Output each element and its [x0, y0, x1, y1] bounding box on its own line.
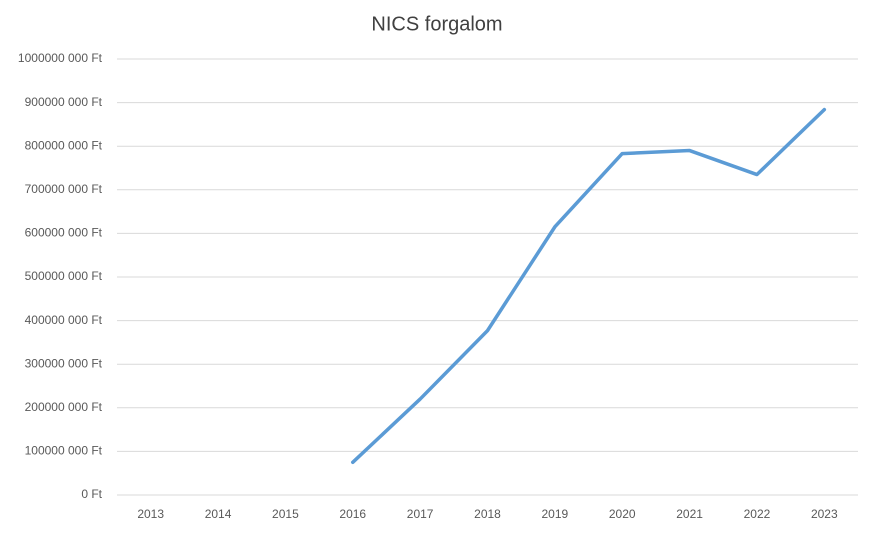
x-tick-label: 2014 — [205, 507, 232, 521]
y-tick-label: 1000000 000 Ft — [18, 51, 103, 65]
x-tick-label: 2015 — [272, 507, 299, 521]
x-tick-label: 2013 — [137, 507, 164, 521]
y-tick-label: 100000 000 Ft — [25, 444, 103, 458]
y-tick-label: 400000 000 Ft — [25, 313, 103, 327]
x-tick-label: 2016 — [339, 507, 366, 521]
x-tick-label: 2023 — [811, 507, 838, 521]
x-tick-label: 2018 — [474, 507, 501, 521]
y-tick-label: 800000 000 Ft — [25, 138, 103, 152]
chart-title: NICS forgalom — [371, 13, 502, 35]
y-tick-label: 200000 000 Ft — [25, 400, 103, 414]
y-tick-label: 700000 000 Ft — [25, 182, 103, 196]
x-tick-label: 2021 — [676, 507, 703, 521]
x-tick-label: 2019 — [542, 507, 569, 521]
y-tick-label: 600000 000 Ft — [25, 226, 103, 240]
x-tick-label: 2022 — [744, 507, 771, 521]
y-tick-label: 300000 000 Ft — [25, 356, 103, 370]
y-tick-label: 500000 000 Ft — [25, 269, 103, 283]
y-tick-label: 0 Ft — [81, 487, 102, 501]
x-tick-label: 2020 — [609, 507, 636, 521]
line-series — [351, 107, 827, 465]
y-tick-label: 900000 000 Ft — [25, 95, 103, 109]
x-tick-label: 2017 — [407, 507, 434, 521]
